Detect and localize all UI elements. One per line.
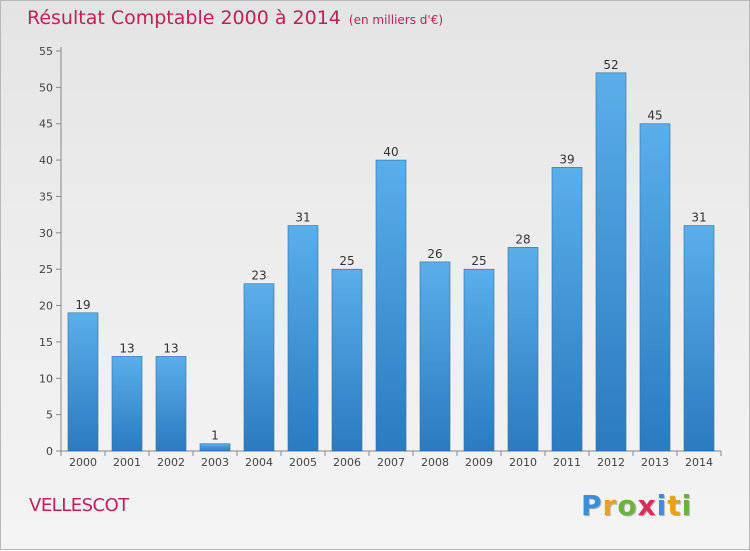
y-tick-label: 50 bbox=[39, 81, 53, 94]
bar-2012 bbox=[595, 72, 627, 452]
x-tick-label: 2010 bbox=[509, 456, 537, 469]
data-label: 39 bbox=[559, 152, 574, 166]
y-tick-label: 10 bbox=[39, 372, 53, 385]
data-label: 25 bbox=[339, 254, 354, 268]
bar-2011 bbox=[551, 167, 583, 452]
data-label: 28 bbox=[515, 232, 530, 246]
x-tick-label: 2002 bbox=[157, 456, 185, 469]
data-label: 31 bbox=[691, 211, 706, 225]
x-tick-label: 2003 bbox=[201, 456, 229, 469]
x-tick-label: 2009 bbox=[465, 456, 493, 469]
x-tick-label: 2013 bbox=[641, 456, 669, 469]
x-tick-label: 2011 bbox=[553, 456, 581, 469]
bar-2007 bbox=[375, 159, 407, 452]
logo-letter: i bbox=[656, 489, 668, 522]
x-tick-label: 2014 bbox=[685, 456, 713, 469]
bar-2014 bbox=[683, 225, 715, 452]
logo-letter: i bbox=[681, 489, 693, 522]
x-tick-label: 2000 bbox=[69, 456, 97, 469]
bar-2002 bbox=[155, 356, 187, 452]
x-tick-label: 2007 bbox=[377, 456, 405, 469]
data-label: 13 bbox=[119, 341, 134, 355]
chart-title-text: Résultat Comptable 2000 à 2014 bbox=[27, 7, 341, 29]
chart-title: Résultat Comptable 2000 à 2014 (en millie… bbox=[27, 7, 443, 29]
y-tick-label: 0 bbox=[46, 445, 53, 458]
logo-letter: x bbox=[637, 489, 657, 522]
bar-2008 bbox=[419, 261, 451, 452]
data-label: 13 bbox=[163, 341, 178, 355]
chart-subtitle: (en milliers d'€) bbox=[348, 13, 444, 27]
y-tick-label: 45 bbox=[39, 118, 53, 131]
data-label: 23 bbox=[251, 269, 266, 283]
bar-2010 bbox=[507, 247, 539, 452]
bar-2006 bbox=[331, 268, 363, 452]
x-tick-label: 2005 bbox=[289, 456, 317, 469]
y-tick-label: 35 bbox=[39, 190, 53, 203]
data-label: 1 bbox=[211, 429, 219, 443]
data-label: 52 bbox=[603, 58, 618, 72]
bar-2004 bbox=[243, 283, 275, 452]
bar-2013 bbox=[639, 123, 671, 452]
data-label: 31 bbox=[295, 211, 310, 225]
x-tick-label: 2004 bbox=[245, 456, 273, 469]
commune-name: VELLESCOT bbox=[29, 495, 129, 516]
logo-letter: t bbox=[667, 489, 682, 522]
y-tick-label: 20 bbox=[39, 300, 53, 313]
bar-2001 bbox=[111, 356, 143, 452]
bar-2005 bbox=[287, 225, 319, 452]
x-tick-label: 2006 bbox=[333, 456, 361, 469]
y-tick-label: 5 bbox=[46, 409, 53, 422]
y-tick-label: 55 bbox=[39, 45, 53, 58]
data-label: 19 bbox=[75, 298, 90, 312]
bars bbox=[67, 72, 715, 452]
x-tick-label: 2012 bbox=[597, 456, 625, 469]
bar-2009 bbox=[463, 268, 495, 452]
y-tick-label: 25 bbox=[39, 263, 53, 276]
y-tick-label: 30 bbox=[39, 227, 53, 240]
bar-2000 bbox=[67, 312, 99, 452]
x-tick-label: 2008 bbox=[421, 456, 449, 469]
y-tick-label: 40 bbox=[39, 154, 53, 167]
data-labels: 19 13 13 1 23 31 25 40 26 25 28 39 52 45 31 bbox=[75, 58, 706, 443]
logo-letter: o bbox=[617, 489, 638, 522]
x-tick-label: 2001 bbox=[113, 456, 141, 469]
proxiti-logo: Proxiti bbox=[581, 489, 692, 522]
data-label: 26 bbox=[427, 247, 442, 261]
logo-letter: P bbox=[581, 489, 603, 522]
data-label: 40 bbox=[383, 145, 398, 159]
bar-2003 bbox=[199, 443, 231, 452]
data-label: 45 bbox=[647, 109, 662, 123]
y-tick-label: 15 bbox=[39, 336, 53, 349]
data-label: 25 bbox=[471, 254, 486, 268]
logo-letter: r bbox=[602, 489, 618, 522]
